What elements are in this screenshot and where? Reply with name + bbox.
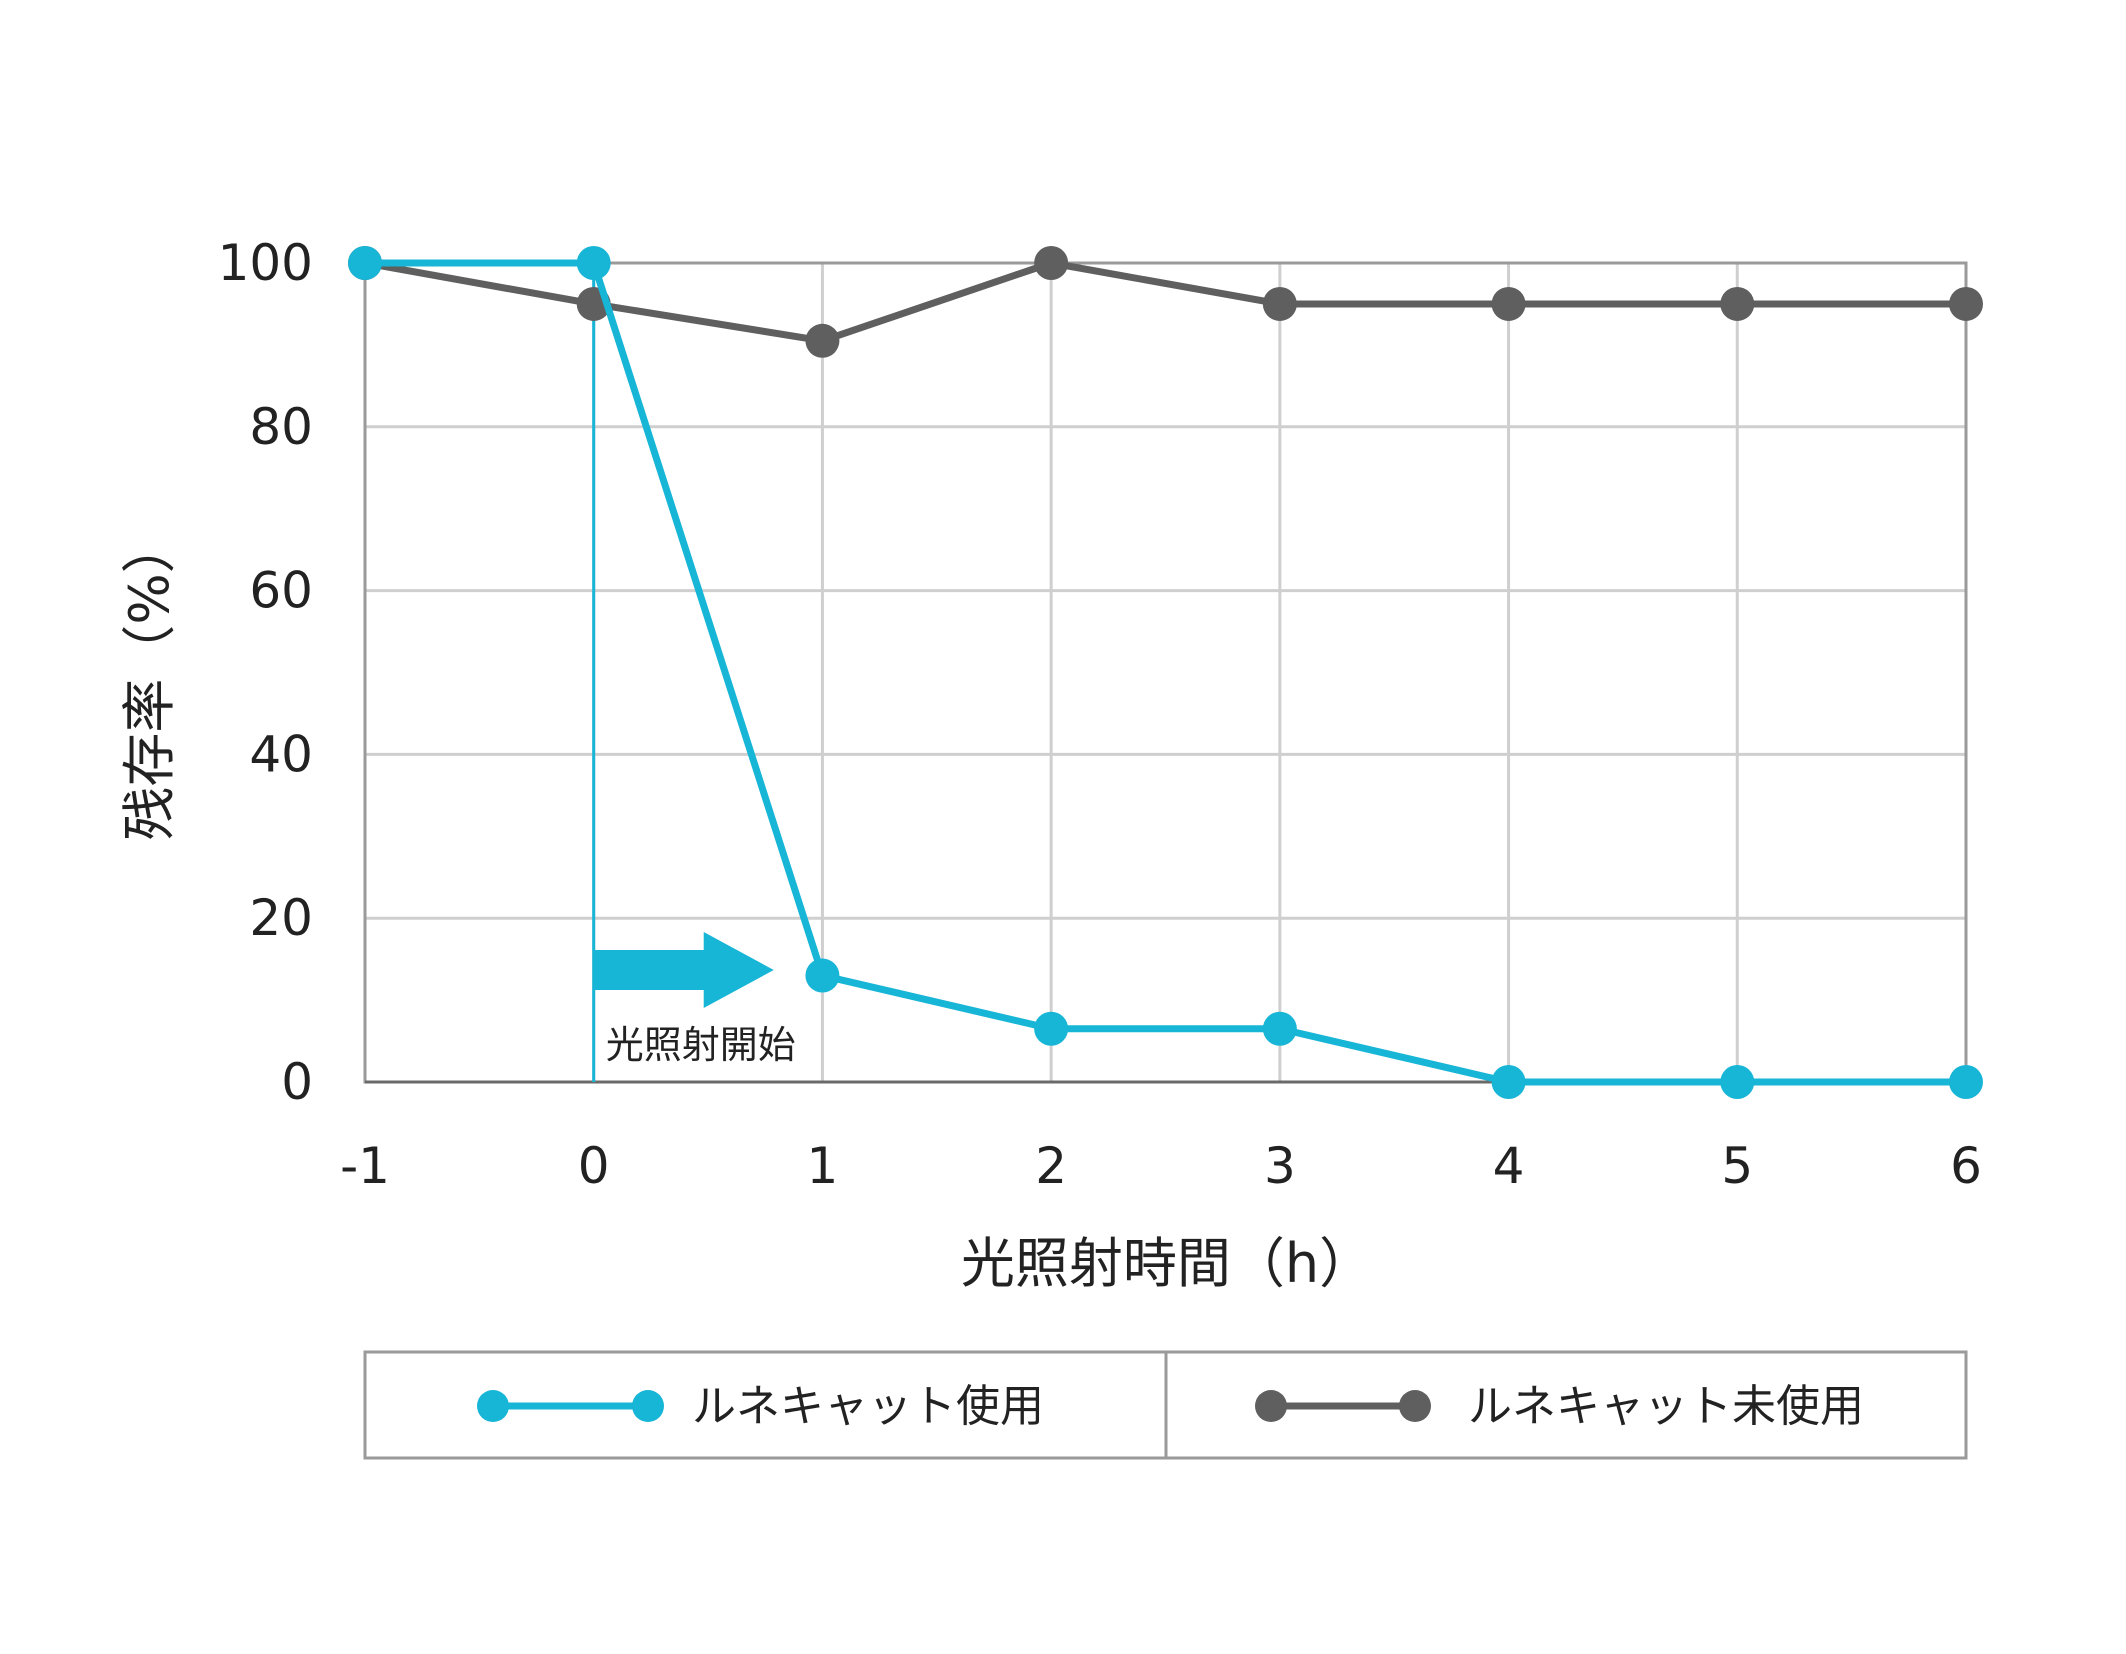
x-axis-title: 光照射時間（h）	[961, 1232, 1373, 1295]
data-point	[1262, 1011, 1297, 1046]
legend: ルネキャット使用 ルネキャット未使用	[363, 1350, 1968, 1460]
y-axis-title: 残存率（%）	[118, 519, 181, 840]
data-point	[1949, 1065, 1983, 1099]
y-tick-label: 20	[249, 889, 313, 947]
x-tick-label: -1	[340, 1137, 390, 1195]
arrow-icon	[593, 932, 774, 1008]
legend-marker	[477, 1390, 509, 1422]
legend-marker	[1255, 1390, 1287, 1422]
series-line	[364, 259, 1966, 345]
y-tick-label: 100	[218, 234, 313, 292]
data-point	[1491, 1065, 1526, 1099]
data-point	[805, 323, 840, 358]
data-point	[1034, 1011, 1069, 1046]
x-tick-label: 5	[1721, 1137, 1753, 1195]
y-tick-label: 80	[249, 398, 313, 456]
x-tick-label: 1	[807, 1137, 839, 1195]
y-tick-label: 40	[249, 725, 313, 783]
series-line	[365, 259, 1966, 1086]
y-tick-label: 0	[281, 1053, 313, 1111]
y-tick-label: 60	[249, 562, 313, 620]
legend-marker	[1399, 1390, 1431, 1422]
legend-marker	[632, 1390, 664, 1422]
x-tick-label: 0	[578, 1137, 610, 1195]
x-tick-label: 2	[1035, 1137, 1067, 1195]
x-tick-label: 3	[1264, 1137, 1296, 1195]
data-point	[348, 246, 382, 280]
data-point	[1262, 286, 1297, 321]
legend-label: ルネキャット使用	[692, 1381, 1044, 1432]
data-point	[805, 958, 840, 993]
annotation: 光照射開始	[592, 263, 796, 1082]
data-point	[1720, 1065, 1755, 1099]
data-point	[576, 246, 611, 280]
data-point	[1034, 246, 1069, 280]
series	[348, 246, 1983, 1099]
data-point	[1949, 286, 1983, 321]
legend-label: ルネキャット未使用	[1468, 1381, 1864, 1432]
x-tick-label: 4	[1493, 1137, 1525, 1195]
data-point	[1491, 286, 1526, 321]
annotation-label: 光照射開始	[606, 1023, 796, 1067]
data-point	[1720, 286, 1755, 321]
x-tick-label: 6	[1950, 1137, 1982, 1195]
tick-labels: 0 20 40 60 80 100 -1 0 1 2 3 4 5 6	[218, 234, 1982, 1195]
